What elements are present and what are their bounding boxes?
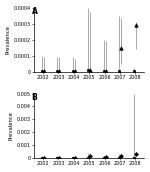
Text: B: B (32, 93, 38, 102)
Text: A: A (32, 7, 38, 16)
Y-axis label: Prevalence: Prevalence (9, 111, 14, 140)
Y-axis label: Prevalence: Prevalence (6, 25, 10, 54)
